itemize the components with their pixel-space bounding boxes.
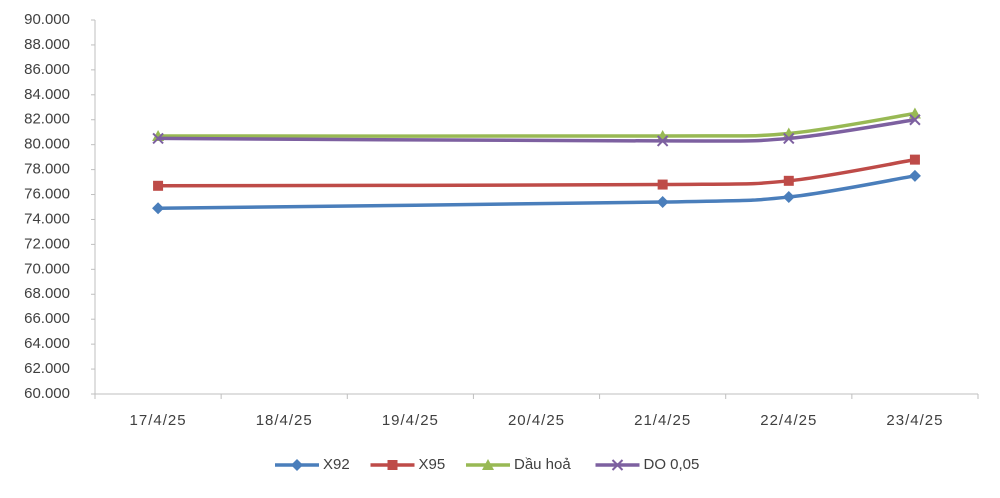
legend-marker [482,459,494,470]
marker [657,179,668,190]
x-tick-label: 22/4/25 [760,412,817,429]
y-tick-label: 80.000 [24,136,70,153]
series-line [158,111,916,138]
y-tick-label: 86.000 [24,61,70,78]
legend-marker [611,459,624,471]
marker [783,132,795,145]
x-tick-label: 17/4/25 [130,412,187,429]
marker [909,154,920,165]
y-tick-label: 62.000 [24,360,70,377]
y-tick-label: 64.000 [24,335,70,352]
legend-label: Dầu hoả [514,456,571,473]
marker [153,180,164,191]
y-tick-label: 66.000 [24,310,70,327]
marker [782,191,795,204]
y-tick-label: 82.000 [24,111,70,128]
y-tick-label: 88.000 [24,36,70,53]
x-tick-label: 18/4/25 [256,412,313,429]
x-tick-label: 23/4/25 [886,412,943,429]
y-tick-label: 84.000 [24,86,70,103]
legend-label: X95 [419,456,446,473]
legend-label: X92 [323,456,350,473]
marker [152,202,165,215]
marker [656,135,669,147]
x-tick-label: 21/4/25 [634,412,691,429]
series-line [158,157,916,188]
series-line [158,118,916,143]
marker [908,169,921,182]
legend-marker [291,459,303,471]
y-tick-label: 72.000 [24,235,70,252]
marker [909,114,921,126]
y-tick-label: 70.000 [24,260,70,277]
x-tick-label: 20/4/25 [508,412,565,429]
legend-marker [387,460,398,470]
x-tick-label: 19/4/25 [382,412,439,429]
y-tick-label: 74.000 [24,210,70,227]
marker [152,132,164,145]
y-tick-label: 90.000 [24,11,70,28]
y-tick-label: 76.000 [24,186,70,203]
marker [656,196,669,209]
legend-label: DO 0,05 [644,456,700,473]
marker [783,175,794,186]
y-tick-label: 78.000 [24,161,70,178]
y-tick-label: 68.000 [24,285,70,302]
y-tick-label: 60.000 [24,385,70,402]
series-line [158,174,916,210]
